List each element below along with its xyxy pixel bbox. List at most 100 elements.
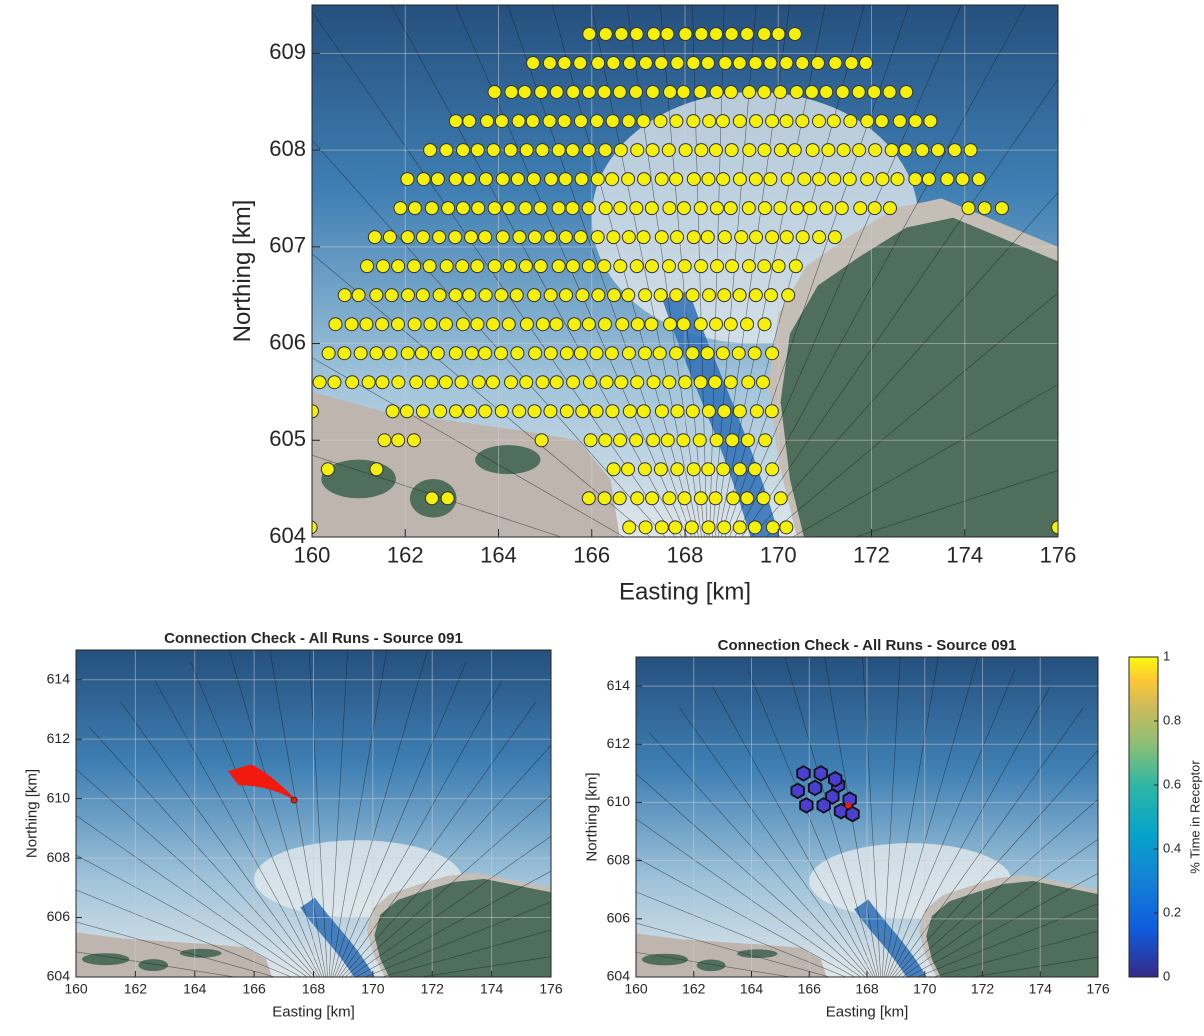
receptor: [527, 230, 542, 245]
receptor: [908, 114, 923, 129]
receptor: [312, 375, 327, 390]
receptor: [312, 404, 319, 419]
receptor: [612, 85, 627, 100]
receptor: [787, 27, 802, 42]
receptor: [660, 433, 675, 448]
receptor: [526, 56, 541, 71]
receptor: [400, 172, 415, 187]
mesh-line: [854, 470, 1058, 537]
receptor: [747, 346, 762, 361]
receptor: [369, 346, 384, 361]
receptor: [963, 143, 978, 158]
receptor: [797, 172, 812, 187]
receptor: [859, 56, 874, 71]
receptor: [567, 317, 582, 332]
receptor: [732, 404, 747, 419]
receptor: [686, 114, 701, 129]
receptor: [638, 520, 653, 535]
receptor: [749, 404, 764, 419]
receptor: [438, 317, 453, 332]
receptor: [519, 317, 534, 332]
receptor: [495, 172, 510, 187]
receptor: [890, 172, 905, 187]
receptor: [716, 172, 731, 187]
y-tick-label: 608: [607, 851, 631, 867]
receptor: [558, 230, 573, 245]
receptor: [391, 259, 406, 274]
receptor-cell: [796, 765, 811, 782]
x-tick-label: 172: [971, 980, 995, 996]
mesh-line: [355, 870, 551, 977]
receptor: [694, 259, 709, 274]
mesh-line: [970, 956, 1098, 977]
x-tick-label: 162: [124, 980, 148, 996]
receptor: [955, 172, 970, 187]
receptor: [670, 56, 685, 71]
y-tick-label: 607: [269, 233, 306, 258]
receptor: [693, 85, 708, 100]
receptor: [662, 491, 677, 506]
colorbar-tick-label: 0.4: [1163, 840, 1181, 855]
receptor: [749, 114, 764, 129]
receptor-cell: [845, 805, 860, 823]
receptor: [607, 288, 622, 303]
receptor: [747, 462, 762, 477]
receptor: [449, 404, 464, 419]
receptor: [456, 143, 471, 158]
receptor: [882, 85, 897, 100]
mesh-line: [889, 686, 1051, 977]
mesh-line: [712, 686, 874, 977]
receptor: [424, 375, 439, 390]
receptor: [717, 230, 732, 245]
receptor: [448, 114, 463, 129]
receptor: [470, 317, 485, 332]
receptor: [432, 230, 447, 245]
receptor: [676, 433, 691, 448]
receptor: [367, 230, 382, 245]
receptor: [780, 172, 795, 187]
receptor: [709, 317, 724, 332]
receptor: [644, 259, 659, 274]
receptor: [337, 288, 352, 303]
receptor: [430, 172, 445, 187]
receptor: [478, 172, 493, 187]
mesh-line: [648, 732, 869, 977]
receptor: [700, 56, 715, 71]
sand-flat: [312, 391, 620, 537]
y-tick-label: 612: [47, 730, 71, 746]
receptor: [685, 346, 700, 361]
map-panel: [76, 650, 551, 977]
y-tick-label: 604: [269, 523, 306, 548]
receptor: [573, 56, 588, 71]
marsh: [81, 953, 130, 966]
receptor: [630, 143, 645, 158]
receptor: [701, 404, 716, 419]
receptor: [700, 346, 715, 361]
receptor: [409, 375, 424, 390]
receptor-cell: [799, 797, 814, 814]
receptor: [510, 172, 525, 187]
mesh-line: [330, 650, 388, 977]
receptor: [662, 85, 677, 100]
x-tick-label: 170: [361, 980, 385, 996]
receptor: [377, 433, 392, 448]
y-tick-label: 614: [47, 670, 71, 686]
receptor: [566, 375, 581, 390]
source: [845, 802, 852, 809]
receptor: [654, 520, 669, 535]
receptor: [773, 201, 788, 216]
receptor: [779, 520, 794, 535]
mesh-line: [747, 669, 876, 977]
receptor: [345, 375, 360, 390]
receptor: [693, 491, 708, 506]
receptor: [471, 201, 486, 216]
receptor: [327, 375, 342, 390]
receptor: [773, 143, 788, 158]
x-tick-label: 168: [667, 543, 704, 568]
receptor: [519, 143, 534, 158]
receptor: [406, 433, 421, 448]
receptor: [551, 143, 566, 158]
receptor: [400, 346, 415, 361]
receptor: [725, 433, 740, 448]
